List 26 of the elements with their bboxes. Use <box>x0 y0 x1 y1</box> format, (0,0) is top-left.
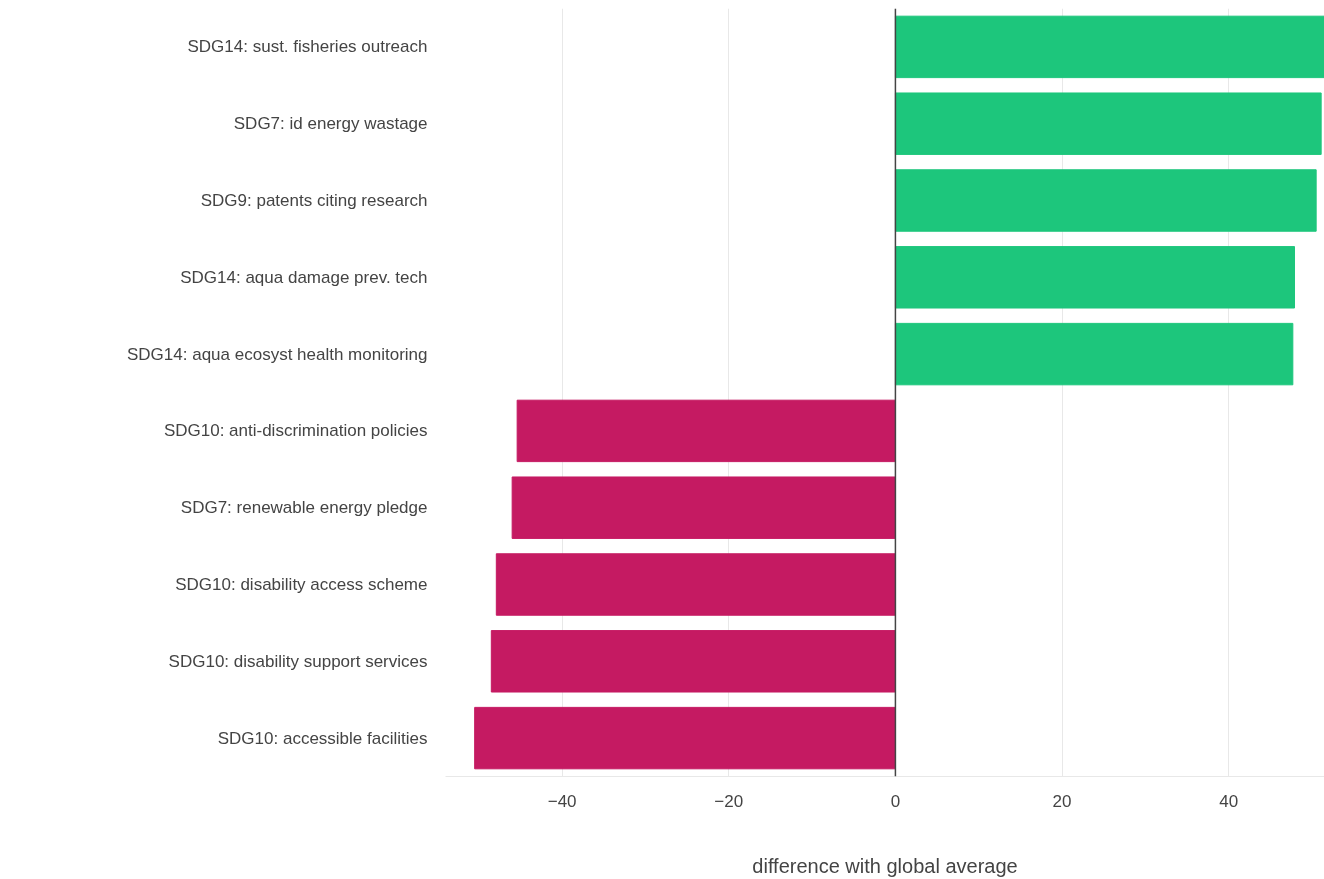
bar <box>894 15 1324 79</box>
y-tick-label: SDG14: aqua damage prev. tech <box>180 267 428 287</box>
x-tick-label: −40 <box>547 791 577 811</box>
x-tick-label: 0 <box>890 791 901 811</box>
y-tick-label: SDG10: disability support services <box>168 651 428 671</box>
bar <box>490 630 896 693</box>
bar <box>511 476 896 539</box>
y-tick-label: SDG10: anti-discrimination policies <box>163 421 428 441</box>
x-tick-label: −20 <box>714 791 744 811</box>
y-tick-label: SDG9: patents citing research <box>200 191 428 210</box>
y-tick-label: SDG7: renewable energy pledge <box>180 498 428 518</box>
bar <box>495 553 896 616</box>
bar <box>894 169 1317 232</box>
y-tick-label: SDG14: sust. fisheries outreach <box>187 37 428 57</box>
y-tick-label: SDG14: aqua ecosyst health monitoring <box>127 344 428 364</box>
bar <box>894 322 1294 386</box>
bar <box>516 399 896 463</box>
x-axis-title: difference with global average <box>752 854 1018 877</box>
y-tick-label: SDG10: accessible facilities <box>217 728 428 748</box>
bar <box>894 92 1322 155</box>
y-tick-label: SDG10: disability access scheme <box>175 575 428 594</box>
bar <box>474 706 896 770</box>
x-tick-label: 20 <box>1052 791 1072 811</box>
y-tick-label: SDG7: id energy wastage <box>233 114 428 134</box>
x-tick-label: 40 <box>1219 791 1239 811</box>
bar <box>894 246 1296 309</box>
